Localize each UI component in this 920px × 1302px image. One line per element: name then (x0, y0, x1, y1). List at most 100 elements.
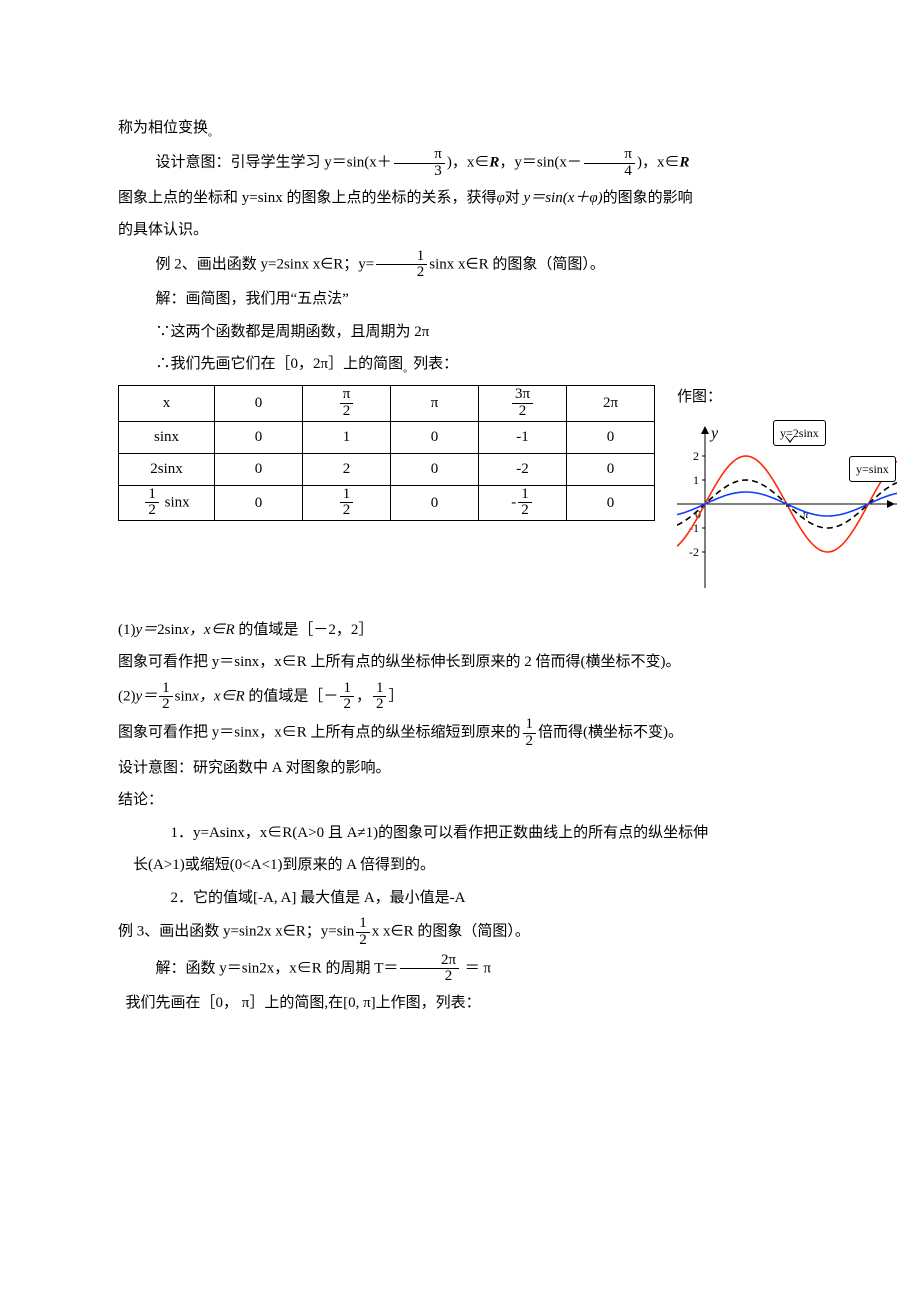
result-2b: 图象可看作把 y＝sinx，x∈R 上所有点的纵坐标缩短到原来的12倍而得(横坐… (118, 717, 880, 750)
cell: -12 (479, 485, 567, 521)
period-mark: 。 (403, 364, 413, 375)
cell: 12 (303, 485, 391, 521)
set-R: R (679, 155, 689, 171)
fraction-1-2: 12 (157, 681, 175, 714)
solution-label: 解：画简图，我们用“五点法” (118, 285, 880, 314)
expr: x，x∈R (192, 688, 244, 704)
text: 的图象的影响 (603, 190, 693, 206)
text: (1) (118, 622, 136, 638)
cell: 0 (215, 485, 303, 521)
cell: π (391, 386, 479, 422)
cell: 1 (303, 421, 391, 453)
cell-header: 12 sinx (119, 485, 215, 521)
expr: y＝sin(x＋φ) (524, 190, 603, 206)
five-point-table-wrap: x 0 π2 π 3π2 2π sinx 0 1 0 -1 0 2 sinx (118, 383, 655, 521)
cell: 0 (391, 421, 479, 453)
cell: 3π2 (479, 386, 567, 422)
cell: 0 (215, 386, 303, 422)
fraction-2pi-2: 2π2 (398, 953, 461, 986)
cell: 2π (567, 386, 655, 422)
result-1: (1)y＝2sinx，x∈R 的值域是［－2，2］ (118, 616, 880, 645)
cell-header: x (119, 386, 215, 422)
text: 设计意图：引导学生学习 y＝sin(x＋ (156, 155, 392, 171)
last-line: 我们先画在［0， π］上的简图,在[0, π]上作图，列表： (118, 989, 880, 1018)
text: ∴我们先画它们在［0，2π］上的简图 (156, 356, 404, 372)
text: ］ (388, 688, 403, 704)
example-3: 例 3、画出函数 y=sin2x x∈R；y=sin12x x∈R 的图象（简图… (118, 916, 880, 949)
text: ＝ π (461, 960, 491, 976)
text: 的值域是［－ (245, 688, 339, 704)
example-2: 例 2、画出函数 y=2sinx x∈R；y=12sinx x∈R 的图象（简图… (118, 249, 880, 282)
text: 的值域是［－2，2］ (235, 622, 374, 638)
graph-label: 作图： (677, 383, 897, 412)
text: 例 3、画出函数 y=sin2x x∈R；y=sin (118, 924, 354, 940)
fraction-pi-4: π4 (582, 147, 637, 180)
text: 图象上点的坐标和 y=sinx 的图象上点的坐标的关系，获得 (118, 190, 496, 206)
table-graph-row: x 0 π2 π 3π2 2π sinx 0 1 0 -1 0 2 sinx (118, 383, 880, 598)
cell: -2 (479, 453, 567, 485)
text: 称为相位变换 (118, 120, 208, 136)
svg-text:1: 1 (693, 473, 699, 487)
text: (2) (118, 688, 136, 704)
fraction-pi-3: π3 (392, 147, 447, 180)
table-row: 12 sinx 0 12 0 -12 0 (119, 485, 655, 521)
because-line: ∵这两个函数都是周期函数，且周期为 2π (118, 318, 880, 347)
text: )，x∈ (637, 155, 680, 171)
table-row: sinx 0 1 0 -1 0 (119, 421, 655, 453)
result-1b: 图象可看作把 y＝sinx，x∈R 上所有点的纵坐标伸长到原来的 2 倍而得(横… (118, 648, 880, 677)
text: 解：画简图，我们用“五点法” (156, 291, 349, 307)
text: ，y＝sin(x－ (499, 155, 582, 171)
text: x x∈R 的图象（简图）。 (372, 924, 530, 940)
svg-text:y: y (709, 425, 719, 442)
set-R: R (489, 155, 499, 171)
expr: y＝ (136, 622, 158, 638)
design-A: 设计意图：研究函数中 A 对图象的影响。 (118, 754, 880, 783)
cell: π2 (303, 386, 391, 422)
graph-column: 作图： 21-1-2y0π y=2sinxy=sinx (655, 383, 897, 598)
table-row: x 0 π2 π 3π2 2π (119, 386, 655, 422)
five-point-table: x 0 π2 π 3π2 2π sinx 0 1 0 -1 0 2 sinx (118, 385, 655, 521)
text: 解：函数 y＝sin2x，x∈R 的周期 T＝ (156, 960, 399, 976)
conclusion-1b: 长(A>1)或缩短(0<A<1)到原来的 A 倍得到的。 (118, 851, 880, 880)
conclusion-label: 结论： (118, 786, 880, 815)
expr: y＝ (136, 688, 158, 704)
cell: -1 (479, 421, 567, 453)
cell: 0 (567, 421, 655, 453)
cell-header: sinx (119, 421, 215, 453)
design-intent-3: 的具体认识。 (118, 216, 880, 245)
text: ∵这两个函数都是周期函数，且周期为 2π (156, 324, 430, 340)
cell: 0 (391, 453, 479, 485)
callout-sinx: y=sinx (849, 456, 896, 483)
conclusion-1: 1．y=Asinx，x∈R(A>0 且 A≠1)的图象可以看作把正数曲线上的所有… (118, 819, 880, 848)
cell: 2 (303, 453, 391, 485)
cell: 0 (567, 485, 655, 521)
callout-2sinx: y=2sinx (773, 420, 826, 447)
expr: x，x∈R (182, 622, 234, 638)
conclusion-2: 2．它的值域[-A, A] 最大值是 A，最小值是-A (118, 884, 880, 913)
fraction-1-2: 12 (371, 681, 389, 714)
table-row: 2sinx 0 2 0 -2 0 (119, 453, 655, 485)
phase-transform-line: 称为相位变换。 (118, 114, 880, 143)
text: 倍而得(横坐标不变)。 (538, 725, 683, 741)
text: 2sin (157, 622, 182, 638)
fraction-1-2: 12 (338, 681, 356, 714)
document-page: 称为相位变换。 设计意图：引导学生学习 y＝sin(x＋π3)，x∈R，y＝si… (0, 0, 920, 1082)
cell: 0 (215, 453, 303, 485)
text: sinx x∈R 的图象（简图）。 (429, 256, 605, 272)
svg-text:-2: -2 (689, 545, 699, 559)
text: 的具体认识。 (118, 222, 208, 238)
text: )，x∈ (447, 155, 490, 171)
fraction-1-2: 12 (354, 916, 372, 949)
cell: 0 (215, 421, 303, 453)
solution-3: 解：函数 y＝sin2x，x∈R 的周期 T＝2π2 ＝ π (118, 953, 880, 986)
result-2: (2)y＝12sinx，x∈R 的值域是［－12，12］ (118, 681, 880, 714)
phi: φ (496, 190, 504, 206)
cell: 0 (567, 453, 655, 485)
text: sin (175, 688, 193, 704)
text: 对 (505, 190, 520, 206)
text: ， (356, 688, 371, 704)
design-intent-2: 图象上点的坐标和 y=sinx 的图象上点的坐标的关系，获得φ对 y＝sin(x… (118, 184, 880, 213)
fraction-1-2: 12 (521, 717, 539, 750)
text: 图象可看作把 y＝sinx，x∈R 上所有点的纵坐标缩短到原来的 (118, 725, 521, 741)
svg-text:2: 2 (693, 449, 699, 463)
